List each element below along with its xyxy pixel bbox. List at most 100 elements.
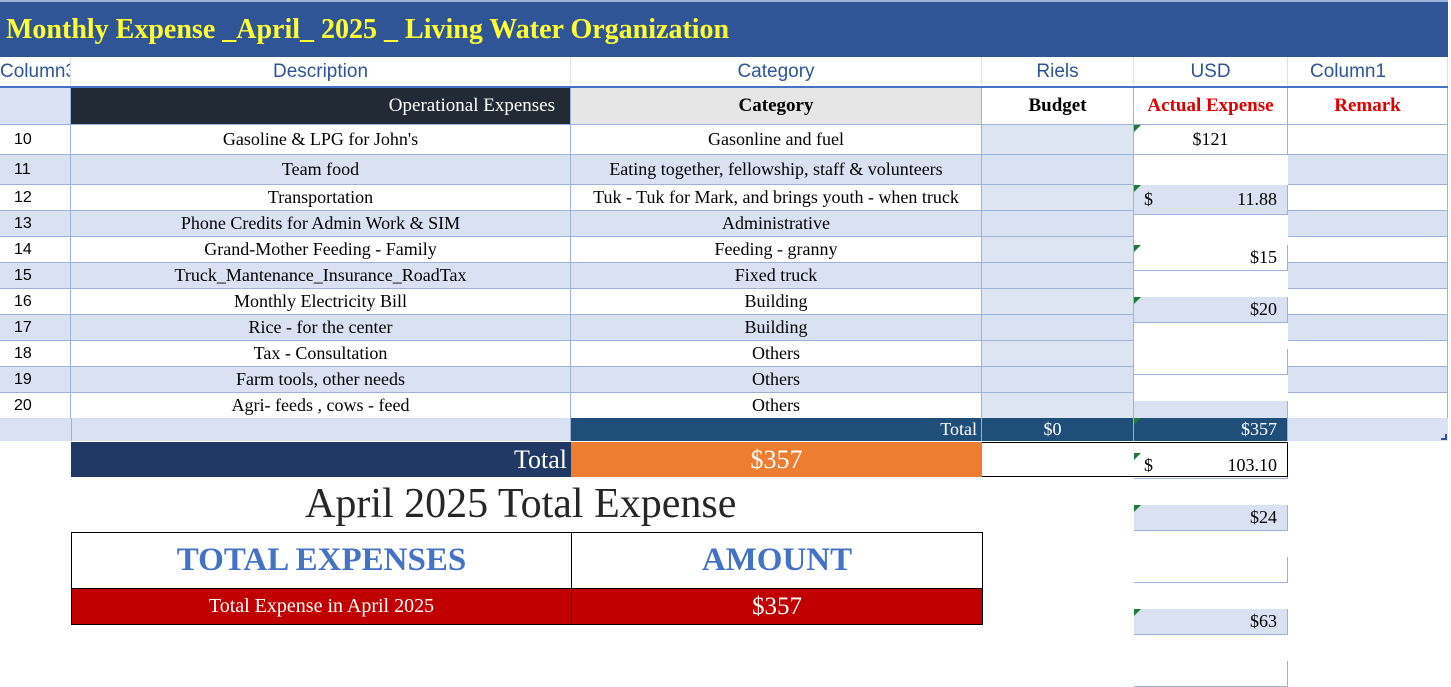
- row-actual-expense-cell[interactable]: [1134, 557, 1288, 583]
- column-header-usd[interactable]: USD: [1134, 57, 1288, 87]
- total-expense-heading: April 2025 Total Expense: [305, 481, 737, 527]
- sheet-title: Monthly Expense _April_ 2025 _ Living Wa…: [6, 14, 730, 45]
- row-category-cell[interactable]: Administrative: [571, 211, 982, 237]
- row-number-cell[interactable]: 14: [0, 237, 71, 263]
- row-description-cell[interactable]: Truck_Mantenance_Insurance_RoadTax: [71, 263, 571, 289]
- row-number-cell[interactable]: 19: [0, 367, 71, 393]
- row-remark-cell[interactable]: [1288, 393, 1448, 419]
- currency-symbol: $: [1144, 189, 1153, 209]
- total-expense-april-label[interactable]: Total Expense in April 2025: [72, 589, 572, 624]
- row-remark-cell[interactable]: [1288, 237, 1448, 263]
- row-actual-expense-cell[interactable]: [1134, 349, 1288, 375]
- column-header-description[interactable]: Description: [71, 57, 571, 87]
- row-budget-cell[interactable]: [982, 155, 1134, 185]
- column-header-column3[interactable]: Column3: [0, 57, 71, 87]
- row-actual-expense-cell[interactable]: $11.88: [1134, 185, 1288, 215]
- row-category-cell[interactable]: Tuk - Tuk for Mark, and brings youth - w…: [571, 185, 982, 211]
- subheader-number-cell[interactable]: [0, 88, 71, 125]
- row-category-cell[interactable]: Others: [571, 367, 982, 393]
- actual-expense-value: $15: [1250, 247, 1277, 267]
- row-number-cell[interactable]: 16: [0, 289, 71, 315]
- row-actual-expense-cell[interactable]: $103.10: [1134, 453, 1288, 479]
- row-remark-cell[interactable]: [1288, 289, 1448, 315]
- row-category-cell[interactable]: Building: [571, 289, 982, 315]
- row-budget-cell[interactable]: [982, 367, 1134, 393]
- row-number-cell[interactable]: 20: [0, 393, 71, 419]
- row-budget-cell[interactable]: [982, 211, 1134, 237]
- row-description-cell[interactable]: Gasoline & LPG for John's: [71, 125, 571, 155]
- row-actual-expense-cell[interactable]: $24: [1134, 505, 1288, 531]
- row-budget-cell[interactable]: [982, 341, 1134, 367]
- row-budget-cell[interactable]: [982, 289, 1134, 315]
- row-category-cell[interactable]: Gasonline and fuel: [571, 125, 982, 155]
- row-number-cell[interactable]: 17: [0, 315, 71, 341]
- totals-row-remark[interactable]: [1288, 418, 1448, 441]
- total-expenses-table: TOTAL EXPENSES AMOUNT Total Expense in A…: [71, 532, 983, 625]
- row-actual-expense-cell[interactable]: $15: [1134, 245, 1288, 271]
- currency-symbol: $: [1144, 455, 1153, 475]
- subheader-category[interactable]: Category: [571, 88, 982, 125]
- summary-total-value[interactable]: $357: [571, 442, 982, 477]
- row-description-cell[interactable]: Tax - Consultation: [71, 341, 571, 367]
- amount-header[interactable]: AMOUNT: [572, 533, 982, 589]
- row-budget-cell[interactable]: [982, 315, 1134, 341]
- row-number-cell[interactable]: 15: [0, 263, 71, 289]
- summary-blank-cell[interactable]: [982, 442, 1288, 477]
- row-description-cell[interactable]: Agri- feeds , cows - feed: [71, 393, 571, 419]
- actual-expense-value: 11.88: [1237, 189, 1277, 209]
- row-budget-cell[interactable]: [982, 125, 1134, 155]
- row-budget-cell[interactable]: [982, 237, 1134, 263]
- row-category-cell[interactable]: Fixed truck: [571, 263, 982, 289]
- row-category-cell[interactable]: Building: [571, 315, 982, 341]
- row-remark-cell[interactable]: [1288, 125, 1448, 155]
- row-budget-cell[interactable]: [982, 263, 1134, 289]
- row-remark-cell[interactable]: [1288, 263, 1448, 289]
- subheader-actual-expense[interactable]: Actual Expense: [1134, 88, 1288, 125]
- row-category-cell[interactable]: Feeding - granny: [571, 237, 982, 263]
- row-budget-cell[interactable]: [982, 185, 1134, 211]
- row-description-cell[interactable]: Team food: [71, 155, 571, 185]
- row-actual-expense-cell[interactable]: $63: [1134, 609, 1288, 635]
- subheader-budget[interactable]: Budget: [982, 88, 1134, 125]
- row-description-cell[interactable]: Monthly Electricity Bill: [71, 289, 571, 315]
- title-bar: [0, 0, 1448, 57]
- total-expense-april-value[interactable]: $357: [572, 589, 982, 624]
- column-header-riels[interactable]: Riels: [982, 57, 1134, 87]
- row-actual-expense-cell[interactable]: $20: [1134, 297, 1288, 323]
- row-remark-cell[interactable]: [1288, 185, 1448, 211]
- row-number-cell[interactable]: 12: [0, 185, 71, 211]
- row-number-cell[interactable]: 13: [0, 211, 71, 237]
- row-number-cell[interactable]: 10: [0, 125, 71, 155]
- totals-row-budget[interactable]: $0: [982, 418, 1134, 441]
- column-header-category[interactable]: Category: [571, 57, 982, 87]
- totals-row-label[interactable]: Total: [571, 418, 982, 441]
- row-category-cell[interactable]: Others: [571, 341, 982, 367]
- row-remark-cell[interactable]: [1288, 155, 1448, 185]
- table-resize-handle[interactable]: [1441, 434, 1447, 440]
- row-description-cell[interactable]: Rice - for the center: [71, 315, 571, 341]
- subheader-remark[interactable]: Remark: [1288, 88, 1448, 125]
- row-category-cell[interactable]: Others: [571, 393, 982, 419]
- column-header-column1[interactable]: Column1: [1288, 57, 1448, 87]
- row-actual-expense-cell[interactable]: [1134, 661, 1288, 687]
- totals-row-actual[interactable]: $357: [1134, 418, 1288, 441]
- row-remark-cell[interactable]: [1288, 367, 1448, 393]
- totals-row-blank[interactable]: [0, 418, 571, 441]
- row-number-cell[interactable]: 11: [0, 155, 71, 185]
- header-divider: [0, 86, 1448, 88]
- row-description-cell[interactable]: Farm tools, other needs: [71, 367, 571, 393]
- row-category-cell[interactable]: Eating together, fellowship, staff & vol…: [571, 155, 982, 185]
- subheader-operational-expenses[interactable]: Operational Expenses: [71, 88, 571, 125]
- row-remark-cell[interactable]: [1288, 341, 1448, 367]
- row-description-cell[interactable]: Phone Credits for Admin Work & SIM: [71, 211, 571, 237]
- row-description-cell[interactable]: Transportation: [71, 185, 571, 211]
- row-remark-cell[interactable]: [1288, 315, 1448, 341]
- total-expenses-header[interactable]: TOTAL EXPENSES: [72, 533, 572, 589]
- row-actual-expense-cell[interactable]: $121: [1134, 125, 1288, 155]
- row-budget-cell[interactable]: [982, 393, 1134, 419]
- summary-total-label[interactable]: Total: [71, 442, 571, 477]
- row-remark-cell[interactable]: [1288, 211, 1448, 237]
- row-description-cell[interactable]: Grand-Mother Feeding - Family: [71, 237, 571, 263]
- row-number-cell[interactable]: 18: [0, 341, 71, 367]
